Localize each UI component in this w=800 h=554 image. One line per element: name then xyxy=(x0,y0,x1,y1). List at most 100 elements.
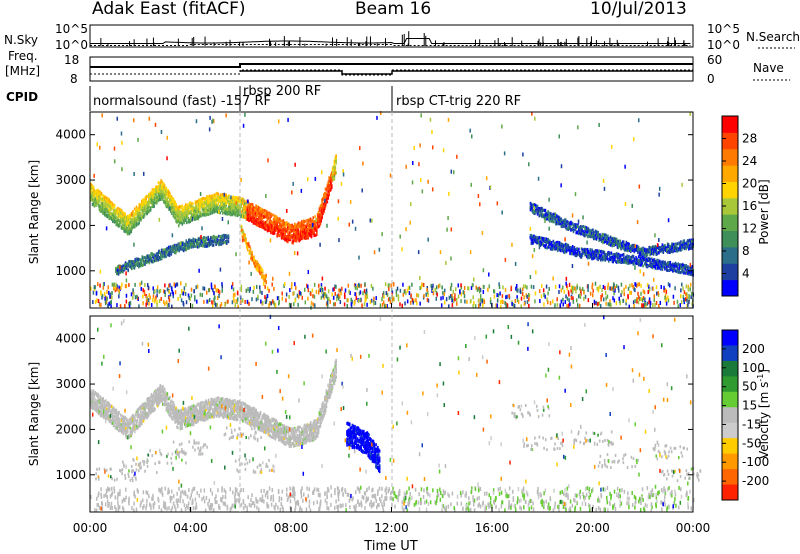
power-cell xyxy=(331,171,334,175)
power-cell xyxy=(614,257,616,261)
power-cell xyxy=(321,201,323,205)
power-cell xyxy=(581,248,584,252)
power-cell xyxy=(104,210,106,214)
power-cell xyxy=(222,239,225,243)
power-cell xyxy=(612,253,614,257)
power-cell xyxy=(123,217,126,221)
power-cell xyxy=(93,195,96,199)
power-cell xyxy=(604,254,607,258)
power-cell xyxy=(568,226,570,230)
power-cell xyxy=(675,247,678,251)
power-cell xyxy=(563,219,566,223)
power-cell xyxy=(120,219,123,223)
power-cell xyxy=(141,201,144,205)
power-cell xyxy=(147,257,150,261)
power-cell xyxy=(304,235,307,239)
power-cell xyxy=(601,256,604,260)
power-cell xyxy=(292,234,294,238)
power-cell xyxy=(137,207,140,211)
power-cell xyxy=(240,229,243,233)
power-cell xyxy=(212,199,214,203)
power-cell xyxy=(165,190,168,194)
nave-tick-bottom: 0 xyxy=(707,72,715,86)
power-cell xyxy=(203,242,205,246)
power-cell xyxy=(533,211,535,215)
power-cell xyxy=(302,232,305,236)
power-cell xyxy=(153,191,155,195)
power-cell xyxy=(589,255,592,259)
power-cell xyxy=(279,217,281,221)
power-cell xyxy=(654,259,657,263)
power-cell xyxy=(264,222,266,226)
power-cell xyxy=(262,211,264,215)
power-cell xyxy=(649,253,651,257)
power-cell xyxy=(635,257,637,261)
power-cell xyxy=(243,202,246,206)
power-cell xyxy=(173,244,175,248)
power-cell xyxy=(333,168,336,172)
power-cell xyxy=(280,236,283,240)
power-cell xyxy=(206,208,208,212)
power-cell xyxy=(595,237,598,241)
power-cell xyxy=(153,195,155,199)
power-cell xyxy=(643,247,645,251)
power-cell xyxy=(592,257,594,261)
power-cell xyxy=(137,265,140,269)
power-cell xyxy=(264,227,266,231)
power-cell xyxy=(641,261,643,265)
power-cell xyxy=(617,239,620,243)
power-cell xyxy=(111,220,114,224)
cpid-mode-2: rbsp 200 RF xyxy=(243,84,321,99)
power-cell xyxy=(223,195,226,199)
power-cell xyxy=(210,204,213,208)
power-cell xyxy=(259,224,262,228)
power-cell xyxy=(155,188,158,192)
power-cell xyxy=(529,201,532,205)
power-cell xyxy=(163,184,166,188)
power-cell xyxy=(174,243,176,247)
power-cell xyxy=(625,247,628,251)
power-cell xyxy=(564,249,567,253)
power-cell xyxy=(138,218,140,222)
power-cell xyxy=(138,208,140,212)
power-cell xyxy=(155,188,157,192)
power-cell xyxy=(533,240,535,244)
power-cell xyxy=(101,200,104,204)
power-cell xyxy=(229,213,232,217)
power-cell xyxy=(156,188,159,192)
power-cell xyxy=(327,180,330,184)
power-cell xyxy=(122,225,125,229)
power-cell xyxy=(499,291,501,296)
power-cell xyxy=(243,232,245,236)
power-cell xyxy=(255,205,257,209)
power-cell xyxy=(551,243,554,247)
power-cell xyxy=(194,238,196,242)
power-cell xyxy=(687,247,690,251)
power-cell xyxy=(107,209,110,213)
power-cell xyxy=(330,181,332,185)
power-cell xyxy=(264,209,266,213)
power-cell xyxy=(635,245,637,249)
power-cell xyxy=(203,244,206,248)
power-cell xyxy=(321,213,323,217)
power-cell xyxy=(157,254,159,258)
power-cell xyxy=(95,203,97,207)
power-cell xyxy=(588,232,591,236)
power-cell xyxy=(274,224,277,228)
power-cell xyxy=(272,226,274,230)
power-cell xyxy=(329,184,331,188)
power-cell xyxy=(203,236,206,240)
power-cell xyxy=(553,215,556,219)
power-cell xyxy=(546,238,548,242)
power-cell xyxy=(209,204,212,208)
power-cell xyxy=(255,214,257,218)
power-cell xyxy=(238,210,241,214)
power-cell xyxy=(244,239,246,243)
power-cell xyxy=(228,196,230,200)
power-cell xyxy=(599,233,601,237)
power-cell xyxy=(232,212,235,216)
power-cell xyxy=(187,210,190,214)
power-cell xyxy=(110,211,112,215)
power-cell xyxy=(421,282,423,287)
power-cell xyxy=(676,242,679,246)
